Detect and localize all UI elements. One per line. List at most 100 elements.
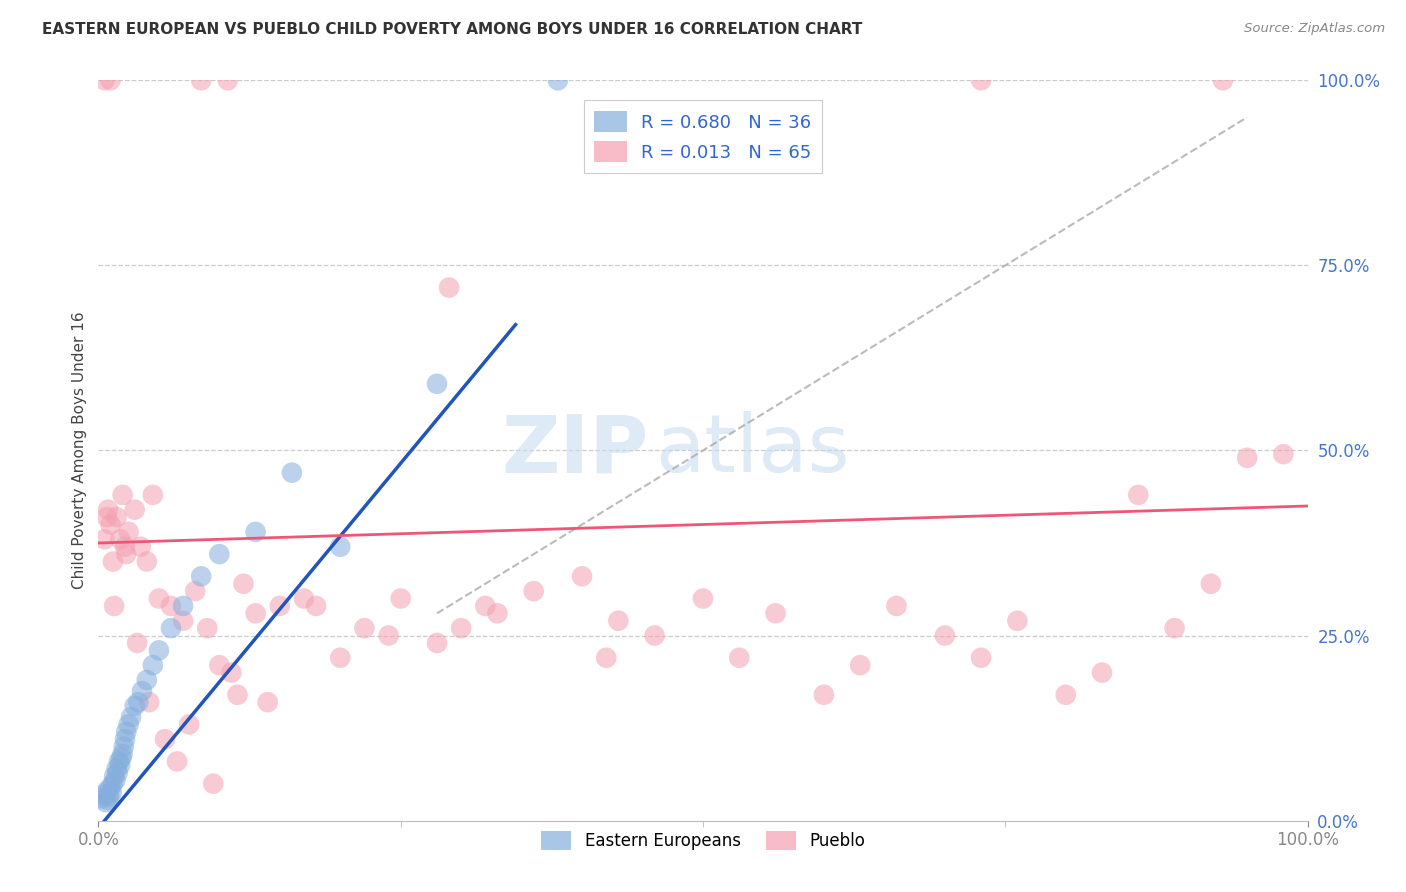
- Point: [281, 466, 304, 480]
- Point: [101, 776, 124, 791]
- Point: [104, 772, 127, 787]
- Point: [1007, 614, 1029, 628]
- Point: [1091, 665, 1114, 680]
- Point: [329, 540, 352, 554]
- Point: [108, 533, 131, 547]
- Point: [100, 517, 122, 532]
- Point: [256, 695, 278, 709]
- Point: [813, 688, 835, 702]
- Point: [96, 510, 118, 524]
- Point: [245, 524, 267, 539]
- Point: [437, 280, 460, 294]
- Point: [100, 785, 122, 799]
- Point: [377, 628, 399, 642]
- Point: [728, 650, 751, 665]
- Point: [97, 793, 120, 807]
- Point: [970, 650, 993, 665]
- Point: [202, 776, 225, 791]
- Point: [105, 510, 128, 524]
- Point: [292, 591, 315, 606]
- Y-axis label: Child Poverty Among Boys Under 16: Child Poverty Among Boys Under 16: [72, 311, 87, 590]
- Point: [217, 73, 239, 87]
- Point: [692, 591, 714, 606]
- Point: [166, 755, 188, 769]
- Point: [232, 576, 254, 591]
- Point: [172, 614, 194, 628]
- Point: [91, 791, 114, 805]
- Point: [269, 599, 291, 613]
- Point: [523, 584, 546, 599]
- Text: Source: ZipAtlas.com: Source: ZipAtlas.com: [1244, 22, 1385, 36]
- Point: [127, 695, 149, 709]
- Point: [115, 724, 138, 739]
- Point: [970, 73, 993, 87]
- Point: [849, 658, 872, 673]
- Point: [98, 789, 121, 804]
- Point: [108, 755, 131, 769]
- Point: [114, 732, 136, 747]
- Point: [1212, 73, 1234, 87]
- Point: [101, 555, 124, 569]
- Point: [100, 780, 122, 795]
- Point: [118, 524, 141, 539]
- Point: [1272, 447, 1295, 461]
- Point: [571, 569, 593, 583]
- Point: [1199, 576, 1222, 591]
- Point: [127, 636, 149, 650]
- Point: [131, 684, 153, 698]
- Point: [486, 607, 509, 621]
- Point: [595, 650, 617, 665]
- Point: [148, 643, 170, 657]
- Point: [184, 584, 207, 599]
- Point: [110, 750, 132, 764]
- Point: [93, 533, 115, 547]
- Point: [129, 540, 152, 554]
- Point: [97, 502, 120, 516]
- Point: [221, 665, 243, 680]
- Point: [120, 710, 142, 724]
- Point: [96, 784, 118, 798]
- Point: [107, 765, 129, 780]
- Point: [114, 540, 136, 554]
- Point: [1128, 488, 1150, 502]
- Point: [329, 650, 352, 665]
- Point: [115, 547, 138, 561]
- Point: [190, 73, 212, 87]
- Point: [179, 717, 201, 731]
- Point: [765, 607, 787, 621]
- Point: [160, 621, 183, 635]
- Text: ZIP: ZIP: [502, 411, 648, 490]
- Point: [426, 376, 449, 391]
- Point: [1236, 450, 1258, 465]
- Point: [607, 614, 630, 628]
- Point: [135, 555, 157, 569]
- Text: atlas: atlas: [655, 411, 849, 490]
- Point: [245, 607, 267, 621]
- Point: [138, 695, 160, 709]
- Point: [103, 769, 125, 783]
- Point: [474, 599, 496, 613]
- Point: [94, 795, 117, 809]
- Point: [118, 717, 141, 731]
- Point: [547, 73, 569, 87]
- Point: [142, 658, 165, 673]
- Point: [124, 698, 146, 713]
- Point: [886, 599, 908, 613]
- Point: [426, 636, 449, 650]
- Point: [124, 502, 146, 516]
- Text: EASTERN EUROPEAN VS PUEBLO CHILD POVERTY AMONG BOYS UNDER 16 CORRELATION CHART: EASTERN EUROPEAN VS PUEBLO CHILD POVERTY…: [42, 22, 862, 37]
- Point: [153, 732, 176, 747]
- Point: [112, 739, 135, 754]
- Point: [172, 599, 194, 613]
- Point: [93, 788, 115, 802]
- Point: [195, 621, 218, 635]
- Point: [389, 591, 412, 606]
- Point: [148, 591, 170, 606]
- Point: [450, 621, 472, 635]
- Point: [190, 569, 212, 583]
- Point: [93, 73, 115, 87]
- Point: [111, 747, 134, 761]
- Point: [208, 547, 231, 561]
- Point: [934, 628, 956, 642]
- Point: [353, 621, 375, 635]
